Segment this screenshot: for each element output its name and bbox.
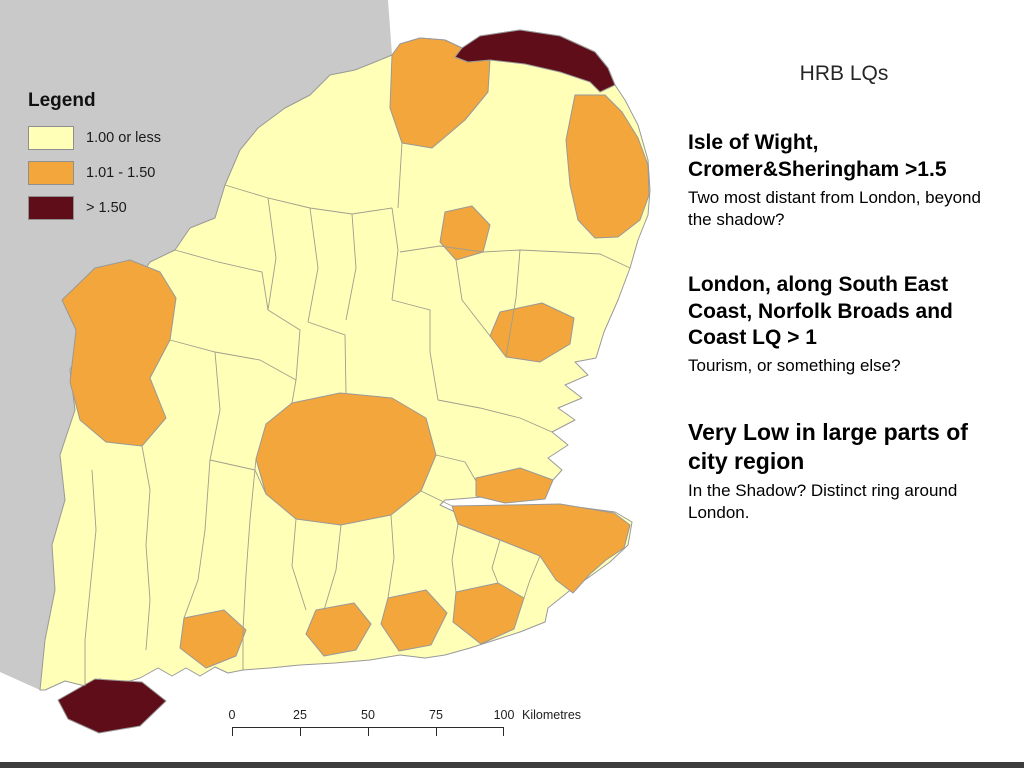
scalebar-bar — [232, 727, 504, 737]
district-boundary-line — [387, 514, 395, 599]
district-boundary-line — [291, 518, 307, 611]
scalebar-tick — [436, 727, 437, 736]
section-body: Tourism, or something else? — [688, 356, 901, 376]
scalebar-labels: 0 25 50 75 100 Kilometres — [228, 708, 582, 725]
district-boundary-line — [242, 458, 257, 670]
map-region-outside-study-area — [0, 0, 392, 690]
district-boundary-line — [455, 259, 491, 337]
district-boundary-line — [307, 321, 347, 394]
scalebar-tick — [300, 727, 301, 736]
legend-item-mid: 1.01 - 1.50 — [28, 161, 161, 185]
section-body: Two most distant from London, beyond the… — [688, 187, 981, 230]
section-very-low: Very Low in large parts of city region I… — [688, 418, 1000, 525]
scalebar-label-50: 50 — [361, 708, 375, 722]
map-area — [0, 0, 651, 734]
map-region-north-kent-coast — [451, 503, 631, 594]
district-boundary-line — [523, 555, 541, 599]
scalebar-label-100: 100 — [493, 708, 515, 722]
map-region-southend — [475, 467, 554, 504]
legend-swatch-high — [28, 196, 74, 220]
map-region-suffolk-coast — [489, 302, 575, 363]
section-heading: Very Low in large parts of city region — [688, 418, 968, 475]
district-boundary-line — [141, 445, 151, 651]
district-boundary-line — [183, 459, 211, 619]
legend-label-mid: 1.01 - 1.50 — [86, 165, 156, 181]
district-boundary-line — [307, 207, 319, 323]
scalebar-tick — [232, 727, 233, 736]
scalebar-tick — [503, 727, 504, 736]
district-boundary-line — [437, 399, 553, 433]
district-boundary-line — [420, 490, 453, 507]
scalebar-unit: Kilometres — [522, 708, 582, 722]
map-region-sussex-coast-east — [380, 589, 448, 652]
district-boundary-line — [391, 299, 439, 401]
district-boundary-line — [505, 249, 521, 358]
choropleth-map — [0, 0, 651, 734]
district-boundary-line — [451, 523, 459, 593]
scalebar: 0 25 50 75 100 Kilometres — [228, 708, 582, 737]
section-heading: London, along South East Coast, Norfolk … — [688, 272, 953, 350]
legend-swatch-low — [28, 126, 74, 150]
map-region-solent-coast — [179, 609, 247, 669]
district-boundary-line — [391, 207, 399, 301]
map-region-isle-of-wight — [57, 678, 167, 734]
district-boundary-line — [267, 309, 301, 404]
map-region-norfolk-broads — [565, 94, 650, 239]
district-boundary-line — [397, 142, 403, 209]
district-boundary-line — [345, 213, 357, 321]
section-heading: Isle of Wight, Cromer&Sheringham >1.5 — [688, 131, 947, 181]
district-boundary-line — [435, 454, 477, 482]
map-region-west-band — [61, 259, 177, 447]
section-isle-of-wight: Isle of Wight, Cromer&Sheringham >1.5 Tw… — [688, 130, 1000, 232]
legend-label-low: 1.00 or less — [86, 130, 161, 146]
panel-title: HRB LQs — [799, 62, 889, 85]
district-boundary-line — [267, 197, 277, 311]
legend-item-high: > 1.50 — [28, 196, 161, 220]
district-boundary-line — [84, 469, 97, 686]
district-boundary-line — [169, 339, 297, 381]
slide-bottom-edge — [0, 762, 1024, 768]
map-region-sussex-coast-west — [305, 602, 372, 657]
section-body: In the Shadow? Distinct ring around Lond… — [688, 480, 958, 522]
scalebar-label-25: 25 — [293, 708, 307, 722]
district-boundary-line — [174, 249, 269, 311]
section-london-coast: London, along South East Coast, Norfolk … — [688, 272, 1000, 378]
district-boundary-line — [491, 539, 501, 584]
scalebar-label-75: 75 — [429, 708, 443, 722]
scalebar-label-0: 0 — [228, 708, 236, 722]
district-boundary-line — [209, 351, 221, 461]
district-boundary-line — [323, 524, 342, 611]
map-region-cromer-sheringham — [454, 29, 616, 93]
scalebar-tick — [368, 727, 369, 736]
annotation-panel: HRB LQs Isle of Wight, Cromer&Sheringham… — [688, 62, 1000, 564]
legend-swatch-mid — [28, 161, 74, 185]
legend-item-low: 1.00 or less — [28, 126, 161, 150]
legend: Legend 1.00 or less 1.01 - 1.50 > 1.50 — [28, 90, 161, 231]
legend-label-high: > 1.50 — [86, 200, 127, 216]
legend-title: Legend — [28, 90, 96, 111]
